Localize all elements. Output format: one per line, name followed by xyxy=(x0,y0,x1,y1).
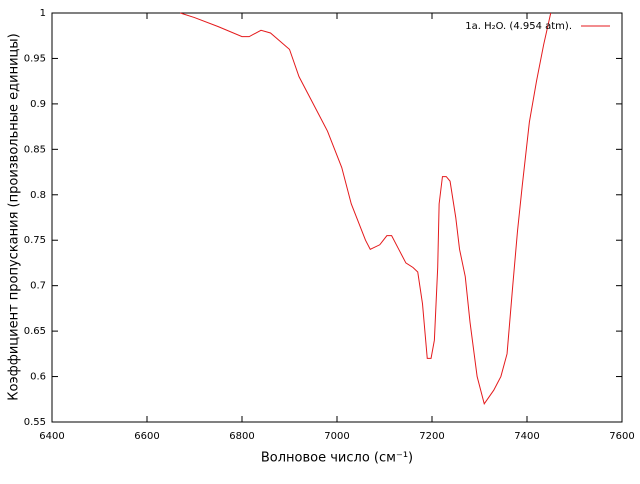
legend-label: 1a. H₂O. (4.954 atm). xyxy=(465,21,572,32)
y-tick-label: 0.55 xyxy=(24,417,46,428)
x-tick-label: 7000 xyxy=(324,431,349,442)
y-tick-label: 1 xyxy=(40,8,46,19)
data-line xyxy=(180,12,552,405)
y-axis-label: Коэффициент пропускания (произвольные ед… xyxy=(7,33,22,400)
x-tick-label: 7400 xyxy=(514,431,539,442)
y-tick-label: 0.9 xyxy=(30,99,46,110)
y-tick-label: 0.75 xyxy=(24,235,46,246)
x-tick-label: 7200 xyxy=(419,431,444,442)
plot-frame xyxy=(51,12,623,423)
y-tick-label: 0.95 xyxy=(24,53,46,64)
x-axis-label: Волновое число (см⁻¹) xyxy=(261,451,413,466)
x-tick-label: 6600 xyxy=(134,431,159,442)
x-tick-label: 7600 xyxy=(609,431,634,442)
y-tick-label: 0.65 xyxy=(24,326,46,337)
y-tick-label: 0.8 xyxy=(30,190,46,201)
y-tick-label: 0.85 xyxy=(24,144,46,155)
x-tick-label: 6400 xyxy=(39,431,64,442)
x-tick-label: 6800 xyxy=(229,431,254,442)
y-tick-label: 0.6 xyxy=(30,372,46,383)
y-tick-label: 0.7 xyxy=(30,281,46,292)
